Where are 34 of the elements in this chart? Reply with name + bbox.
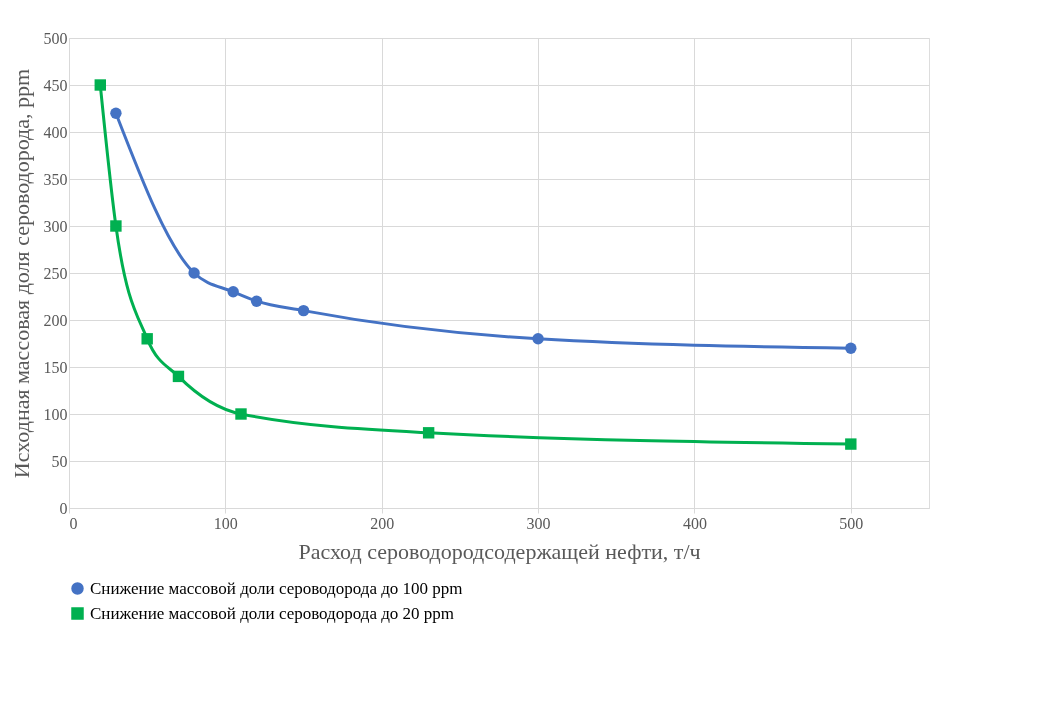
point	[250, 295, 263, 307]
x-tick-label: 500	[839, 514, 864, 532]
point	[141, 333, 153, 345]
x-tick-label: 100	[213, 514, 238, 532]
point	[110, 107, 122, 119]
y-tick-label: 50	[51, 452, 68, 470]
point	[422, 427, 435, 439]
y-tick-label: 400	[43, 123, 68, 141]
y-tick-label: 450	[43, 76, 68, 94]
y-tick-label: 250	[43, 264, 68, 282]
point	[845, 342, 857, 354]
point	[235, 408, 247, 420]
point	[110, 220, 122, 232]
point	[297, 304, 310, 317]
y-tick-label: 500	[43, 29, 68, 47]
point	[532, 333, 544, 345]
point	[227, 286, 239, 298]
point	[845, 438, 857, 450]
y-axis-title: Исходная массовая доля сероводорода, ppm	[8, 68, 34, 479]
legend-label: Снижение массовой доли сероводорода до 20 ppm	[90, 603, 455, 623]
y-tick-label: 100	[43, 405, 68, 423]
y-tick-label: 150	[43, 358, 68, 376]
point	[94, 79, 106, 91]
y-tick-label: 200	[43, 311, 68, 329]
x-tick-label: 300	[526, 514, 551, 532]
y-tick-label: 300	[43, 217, 68, 235]
y-tick-label: 0	[59, 499, 68, 517]
legend-label: Снижение массовой доли сероводорода до 100 ppm	[90, 578, 463, 598]
x-tick-label: 200	[370, 514, 395, 532]
point	[188, 267, 200, 279]
x-axis-title: Расход сероводородсодержащей нефти, т/ч	[298, 538, 701, 564]
y-tick-label: 350	[43, 170, 68, 188]
x-tick-label: 400	[682, 514, 707, 532]
point	[172, 370, 185, 383]
